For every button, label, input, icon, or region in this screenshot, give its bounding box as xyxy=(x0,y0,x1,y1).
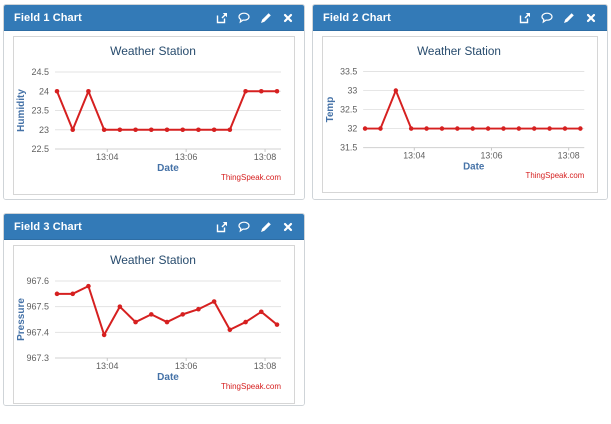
svg-text:Weather Station: Weather Station xyxy=(110,44,196,58)
svg-text:967.5: 967.5 xyxy=(26,302,49,312)
svg-text:23.5: 23.5 xyxy=(31,106,49,116)
panel-body: Weather Station 967.3 967.4 967.5 967.6 13:04… xyxy=(4,240,304,405)
svg-text:13:06: 13:06 xyxy=(175,152,198,162)
svg-text:967.4: 967.4 xyxy=(26,327,49,337)
svg-text:13:08: 13:08 xyxy=(558,150,580,160)
external-link-icon[interactable] xyxy=(216,221,228,233)
chart-container: Weather Station 967.3 967.4 967.5 967.6 13:04… xyxy=(13,245,295,404)
svg-text:13:06: 13:06 xyxy=(480,150,502,160)
svg-text:32: 32 xyxy=(347,123,357,133)
panel-field-3-chart: Field 3 Chart Weather Station 967.3 967.4 9… xyxy=(3,213,305,406)
panel-body: Weather Station 22.5 23 23.5 24 24.5 13:04 13:0… xyxy=(4,31,304,199)
svg-text:33.5: 33.5 xyxy=(340,66,357,76)
svg-text:Pressure: Pressure xyxy=(16,298,27,341)
external-link-icon[interactable] xyxy=(519,12,531,24)
svg-text:967.6: 967.6 xyxy=(26,276,49,286)
close-icon[interactable] xyxy=(282,221,294,233)
svg-text:Date: Date xyxy=(157,372,179,383)
line-chart: Weather Station 22.5 23 23.5 24 24.5 13:04 13:0… xyxy=(16,44,281,182)
panel-field-2-chart: Field 2 Chart Weather Station 31.5 32 32.5 3… xyxy=(312,4,608,200)
svg-text:13:06: 13:06 xyxy=(175,361,198,371)
svg-text:Humidity: Humidity xyxy=(16,89,27,132)
svg-text:13:04: 13:04 xyxy=(403,150,425,160)
svg-text:33: 33 xyxy=(347,85,357,95)
svg-text:23: 23 xyxy=(39,125,49,135)
svg-text:13:08: 13:08 xyxy=(254,152,277,162)
svg-text:13:04: 13:04 xyxy=(96,152,119,162)
line-chart: Weather Station 31.5 32 32.5 33 33.5 13:04 13:0… xyxy=(325,45,585,180)
edit-icon[interactable] xyxy=(260,12,272,24)
svg-text:Temp: Temp xyxy=(325,97,336,123)
comment-icon[interactable] xyxy=(238,221,250,233)
comment-icon[interactable] xyxy=(541,12,553,24)
svg-text:Date: Date xyxy=(157,163,179,174)
svg-text:24.5: 24.5 xyxy=(31,67,49,77)
panel-header: Field 1 Chart xyxy=(4,5,304,31)
panel-field-1-chart: Field 1 Chart Weather Station 22.5 23 23.5 2… xyxy=(3,4,305,200)
chart-container: Weather Station 31.5 32 32.5 33 33.5 13:04 13:0… xyxy=(322,36,598,193)
svg-text:967.3: 967.3 xyxy=(26,353,49,363)
edit-icon[interactable] xyxy=(260,221,272,233)
svg-text:Weather Station: Weather Station xyxy=(417,45,501,58)
svg-text:Date: Date xyxy=(463,161,485,172)
panel-body: Weather Station 31.5 32 32.5 33 33.5 13:04 13:0… xyxy=(313,31,607,199)
svg-text:31.5: 31.5 xyxy=(340,142,357,152)
svg-text:Weather Station: Weather Station xyxy=(110,253,196,267)
chart-container: Weather Station 22.5 23 23.5 24 24.5 13:04 13:0… xyxy=(13,36,295,195)
svg-text:13:04: 13:04 xyxy=(96,361,119,371)
svg-text:32.5: 32.5 xyxy=(340,104,357,114)
panel-title: Field 2 Chart xyxy=(323,11,391,24)
comment-icon[interactable] xyxy=(238,12,250,24)
panel-header: Field 2 Chart xyxy=(313,5,607,31)
svg-text:ThingSpeak.com: ThingSpeak.com xyxy=(221,382,281,391)
panel-title: Field 3 Chart xyxy=(14,220,82,233)
svg-text:13:08: 13:08 xyxy=(254,361,277,371)
panel-title: Field 1 Chart xyxy=(14,11,82,24)
svg-text:ThingSpeak.com: ThingSpeak.com xyxy=(221,173,281,182)
external-link-icon[interactable] xyxy=(216,12,228,24)
svg-text:24: 24 xyxy=(39,86,49,96)
svg-text:22.5: 22.5 xyxy=(31,144,49,154)
edit-icon[interactable] xyxy=(563,12,575,24)
panel-toolbar xyxy=(216,12,294,24)
close-icon[interactable] xyxy=(585,12,597,24)
panel-header: Field 3 Chart xyxy=(4,214,304,240)
close-icon[interactable] xyxy=(282,12,294,24)
line-chart: Weather Station 967.3 967.4 967.5 967.6 13:04… xyxy=(16,253,281,391)
panel-toolbar xyxy=(519,12,597,24)
panel-toolbar xyxy=(216,221,294,233)
svg-text:ThingSpeak.com: ThingSpeak.com xyxy=(526,171,585,180)
